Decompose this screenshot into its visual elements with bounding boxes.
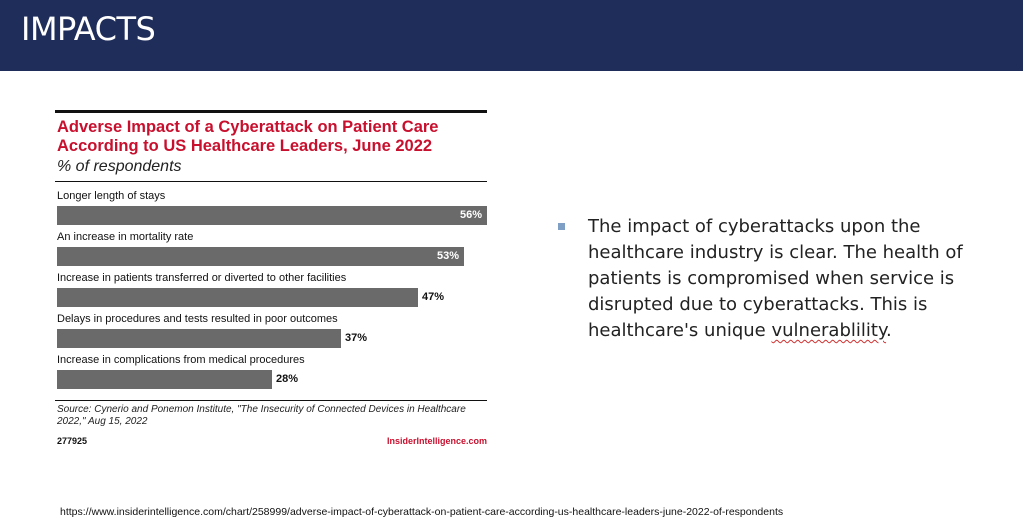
bar-value-label: 56%	[460, 209, 483, 221]
bullet-text-end: .	[886, 320, 892, 341]
bar-row: Longer length of stays 56%	[55, 188, 489, 226]
source-url[interactable]: https://www.insiderintelligence.com/char…	[60, 506, 784, 518]
bullet-text-main: The impact of cyberattacks upon the heal…	[588, 216, 963, 341]
bar-category-label: Increase in patients transferred or dive…	[57, 272, 347, 284]
chart-brand: InsiderIntelligence.com	[386, 436, 487, 446]
bar-category-label: Increase in complications from medical p…	[57, 354, 305, 366]
bar-row: Increase in complications from medical p…	[55, 352, 489, 390]
bar-category-label: Longer length of stays	[57, 190, 166, 202]
chart-panel: Adverse Impact of a Cyberattack on Patie…	[55, 110, 489, 455]
bar-value-label: 37%	[345, 332, 368, 344]
bar	[57, 370, 272, 389]
bullet-text: The impact of cyberattacks upon the heal…	[588, 216, 963, 341]
bar	[57, 247, 464, 266]
bar-value-label: 28%	[276, 373, 299, 385]
bar	[57, 329, 341, 348]
title-bar: IMPACTS	[0, 0, 1023, 71]
bullet-item: The impact of cyberattacks upon the heal…	[558, 214, 1008, 344]
square-bullet-icon	[558, 223, 565, 230]
misspelled-word: vulnerablility	[771, 320, 887, 341]
bar-value-label: 53%	[437, 250, 460, 262]
slide-title: IMPACTS	[21, 10, 156, 48]
bullet-list: The impact of cyberattacks upon the heal…	[558, 214, 1008, 344]
bar-row: Delays in procedures and tests resulted …	[55, 311, 489, 349]
chart-id: 277925	[57, 436, 88, 446]
bar-chart-area: Longer length of stays 56% An increase in …	[55, 188, 489, 398]
chart-subtitle-rule	[55, 181, 487, 182]
bar-category-label: An increase in mortality rate	[57, 231, 194, 243]
bar-row: Increase in patients transferred or dive…	[55, 270, 489, 308]
chart-subtitle: % of respondents	[57, 158, 182, 175]
chart-top-rule	[55, 110, 487, 113]
bar-value-label: 47%	[422, 291, 445, 303]
chart-source: Source: Cynerio and Ponemon Institute, "…	[57, 404, 466, 427]
bar	[57, 206, 487, 225]
bar	[57, 288, 418, 307]
bar-category-label: Delays in procedures and tests resulted …	[57, 313, 338, 325]
chart-bottom-rule	[55, 400, 487, 401]
bar-row: An increase in mortality rate 53%	[55, 229, 489, 267]
chart-title: Adverse Impact of a Cyberattack on Patie…	[57, 118, 439, 155]
